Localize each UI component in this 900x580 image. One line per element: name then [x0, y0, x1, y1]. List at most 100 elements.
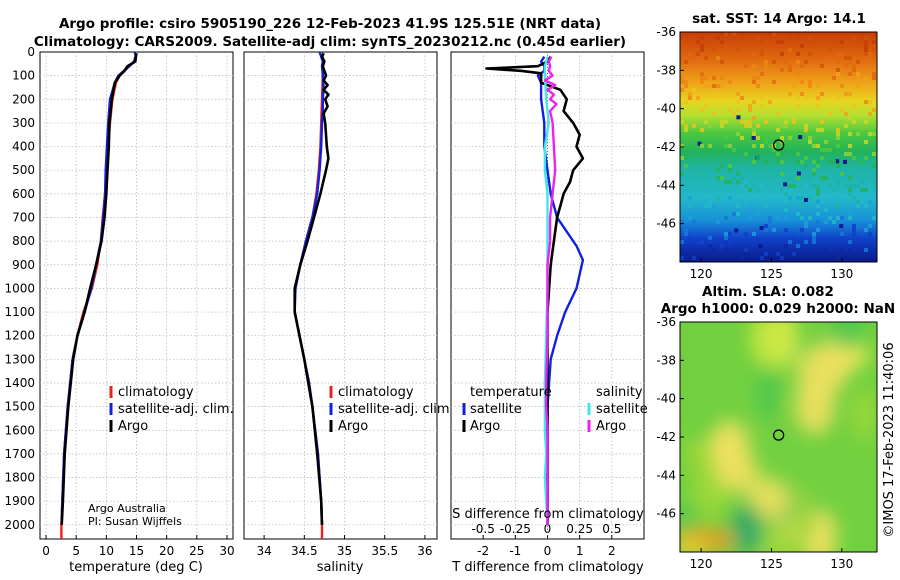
- sst-pixel: [848, 224, 852, 228]
- legend-climatology-label: climatology: [118, 385, 194, 400]
- sla-field: [680, 322, 877, 552]
- sst-pixel: [764, 204, 768, 208]
- sst-pixel: [856, 224, 860, 228]
- sst-pixel: [740, 120, 744, 124]
- sst-pixel: [684, 60, 688, 64]
- sst-pixel: [864, 140, 868, 144]
- sst-pixel: [724, 216, 728, 220]
- series-line-argo: [60, 52, 138, 525]
- sst-pixel: [820, 64, 824, 68]
- sst-pixel: [856, 184, 860, 188]
- sla-blob: [747, 477, 791, 521]
- sst-pixel: [680, 248, 684, 252]
- sst-pixel: [840, 52, 844, 56]
- sst-pixel: [712, 76, 716, 80]
- sst-pixel: [728, 80, 732, 84]
- sst-pixel: [688, 216, 692, 220]
- sst-pixel: [800, 64, 804, 68]
- sst-pixel: [744, 124, 748, 128]
- sst-pixel: [752, 232, 756, 236]
- sst-pixel: [840, 40, 844, 44]
- sst-pixel: [872, 164, 876, 168]
- sst-pixel: [840, 216, 844, 220]
- sst-pixel: [868, 100, 872, 104]
- sst-pixel: [680, 240, 684, 244]
- sst-pixel: [736, 48, 740, 52]
- sst-pixel: [736, 100, 740, 104]
- sst-pixel: [748, 108, 752, 112]
- sst-pixel: [680, 252, 684, 256]
- sst-pixel: [748, 120, 752, 124]
- sst-pixel: [740, 176, 744, 180]
- sst-pixel: [768, 220, 772, 224]
- sst-pixel: [872, 216, 876, 220]
- sst-pixel: [820, 128, 824, 132]
- sst-pixel: [848, 132, 852, 136]
- sst-pixel: [776, 128, 780, 132]
- sst-pixel: [844, 56, 848, 60]
- sst-field: [680, 32, 877, 262]
- sst-pixel: [852, 56, 856, 60]
- sst-pixel: [724, 32, 728, 36]
- sst-pixel: [804, 164, 808, 168]
- sst-pixel: [696, 52, 700, 56]
- sst-pixel: [780, 124, 784, 128]
- sst-pixel: [852, 184, 856, 188]
- legend-argo-label: Argo: [338, 419, 368, 434]
- x2-tick-label: -0.5: [471, 522, 494, 536]
- sst-pixel: [816, 192, 820, 196]
- sst-pixel: [748, 208, 752, 212]
- legend-t-satellite-label: satellite: [470, 402, 522, 417]
- sst-pixel: [684, 256, 688, 260]
- sst-pixel: [852, 156, 856, 160]
- x-tick-label: 36: [417, 544, 432, 558]
- sst-pixel: [784, 188, 788, 192]
- sst-pixel: [836, 164, 840, 168]
- temperature-tick-labels: 0 5 10 15 20 25 30: [42, 535, 235, 558]
- sst-pixel: [716, 84, 720, 88]
- sst-pixel: [800, 204, 804, 208]
- sst-pixel: [816, 184, 820, 188]
- sst-pixel: [816, 200, 820, 204]
- sst-pixel: [820, 148, 824, 152]
- sst-pixel: [808, 84, 812, 88]
- sla-map-panel: Altim. SLA: 0.082 Argo h1000: 0.029 h200…: [656, 284, 895, 571]
- sst-pixel: [852, 68, 856, 72]
- sst-pixel: [720, 176, 724, 180]
- sst-pixel: [796, 160, 800, 164]
- sst-pixel: [860, 180, 864, 184]
- sst-pixel: [728, 168, 732, 172]
- map-x-tick-label: 130: [830, 267, 853, 281]
- sst-pixel: [836, 152, 840, 156]
- sst-pixel: [716, 92, 720, 96]
- sst-pixel: [712, 48, 716, 52]
- sst-cold-pixel: [697, 141, 702, 146]
- sst-pixel: [820, 200, 824, 204]
- sst-pixel: [804, 240, 808, 244]
- sst-cold-pixel: [796, 171, 801, 176]
- map-y-tick-label: -46: [656, 217, 676, 231]
- sst-pixel: [712, 204, 716, 208]
- legend-t-argo-label: Argo: [470, 419, 500, 434]
- sst-pixel: [812, 240, 816, 244]
- sst-pixel: [868, 224, 872, 228]
- sst-pixel: [740, 32, 744, 36]
- sst-pixel: [708, 244, 712, 248]
- sst-pixel: [804, 192, 808, 196]
- sst-pixel: [788, 64, 792, 68]
- sst-pixel: [816, 96, 820, 100]
- sst-pixel: [828, 216, 832, 220]
- map-y-tick-label: -44: [656, 468, 676, 482]
- sst-pixel: [796, 212, 800, 216]
- sst-pixel: [740, 136, 744, 140]
- sst-pixel: [708, 240, 712, 244]
- sst-pixel: [732, 148, 736, 152]
- sst-pixel: [832, 192, 836, 196]
- sst-pixel: [716, 252, 720, 256]
- sst-pixel: [700, 36, 704, 40]
- sst-pixel: [680, 220, 684, 224]
- sst-pixel: [760, 184, 764, 188]
- sst-pixel: [872, 132, 876, 136]
- sst-pixel: [684, 240, 688, 244]
- sst-map-ticks: 120 125 130 -36 -38 -40 -42 -44 -46: [656, 25, 853, 281]
